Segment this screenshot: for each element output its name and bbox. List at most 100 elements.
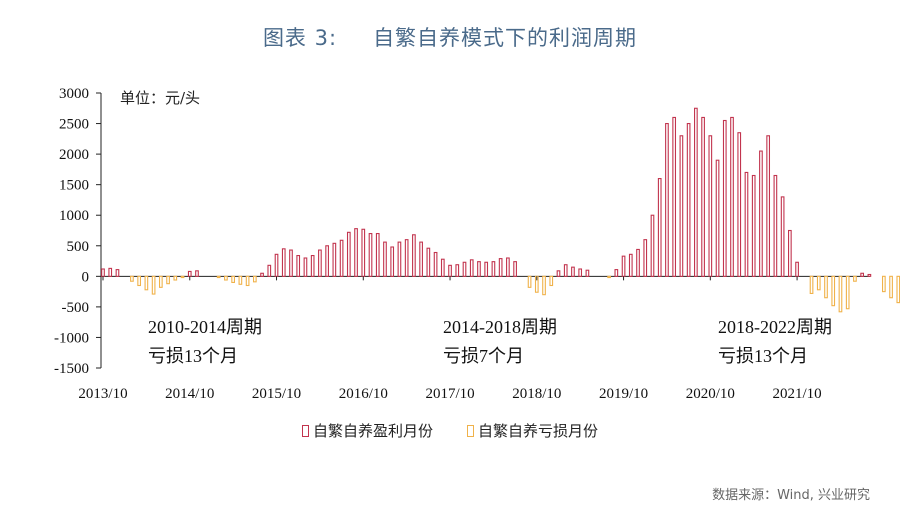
legend-item-loss: 自繁自养亏损月份 bbox=[467, 420, 598, 441]
x-tick-label: 2018/10 bbox=[512, 386, 561, 402]
bar-loss bbox=[831, 275, 836, 307]
annotation-loss-months: 亏损7个月 bbox=[443, 346, 524, 366]
x-tick-label: 2020/10 bbox=[686, 386, 735, 402]
bar-loss bbox=[607, 275, 611, 279]
bar-profit bbox=[621, 255, 626, 277]
chart-title-text: 自繁自养模式下的利润周期 bbox=[373, 26, 638, 50]
bar-profit bbox=[665, 123, 669, 277]
bar-loss bbox=[809, 275, 814, 294]
legend-swatch-loss bbox=[467, 424, 474, 437]
bar-profit bbox=[310, 255, 315, 277]
bar-profit bbox=[361, 228, 366, 277]
y-tick-label: -1000 bbox=[54, 330, 89, 346]
bar-profit bbox=[419, 241, 423, 277]
bar-profit bbox=[368, 233, 373, 277]
bar-profit bbox=[730, 116, 734, 277]
bar-profit bbox=[281, 248, 286, 277]
bar-profit bbox=[404, 239, 409, 277]
bar-profit bbox=[672, 116, 677, 277]
y-tick-label: 2500 bbox=[59, 117, 89, 133]
y-tick-label: -1500 bbox=[54, 361, 89, 377]
bar-profit bbox=[462, 261, 467, 277]
bar-profit bbox=[325, 245, 329, 277]
bar-profit bbox=[318, 249, 322, 277]
bar-profit bbox=[860, 272, 864, 277]
bar-profit bbox=[440, 258, 445, 277]
bar-profit bbox=[614, 269, 619, 277]
bar-profit bbox=[491, 261, 496, 277]
bar-profit bbox=[187, 270, 192, 277]
bar-profit bbox=[448, 264, 452, 277]
bar-loss bbox=[166, 275, 170, 285]
bar-profit bbox=[267, 264, 272, 277]
bar-profit bbox=[694, 107, 698, 277]
annotation-loss-months: 亏损13个月 bbox=[148, 346, 238, 366]
y-tick-label: 3000 bbox=[59, 86, 89, 102]
bar-profit bbox=[506, 257, 510, 277]
bar-loss bbox=[231, 275, 235, 283]
bar-profit bbox=[780, 196, 785, 277]
chart-title-label: 图表 3: bbox=[262, 26, 338, 50]
bar-profit bbox=[686, 123, 691, 277]
bar-profit bbox=[650, 214, 655, 277]
bar-profit bbox=[628, 253, 633, 277]
y-tick-label: 0 bbox=[82, 269, 90, 285]
bar-profit bbox=[274, 253, 279, 277]
bar-loss bbox=[245, 275, 250, 287]
bar-loss bbox=[881, 275, 886, 293]
bar-profit bbox=[795, 261, 799, 277]
bar-loss bbox=[889, 275, 893, 299]
bar-loss bbox=[527, 275, 532, 288]
bar-profit bbox=[787, 229, 792, 277]
bar-loss bbox=[158, 275, 163, 288]
bar-profit bbox=[708, 135, 713, 277]
bar-loss bbox=[180, 275, 185, 279]
bar-profit bbox=[296, 255, 301, 277]
bar-profit bbox=[744, 171, 749, 277]
bar-loss bbox=[824, 275, 828, 299]
bar-loss bbox=[845, 275, 850, 310]
bar-profit bbox=[513, 261, 517, 277]
bar-profit bbox=[563, 264, 568, 277]
bar-profit bbox=[867, 273, 872, 277]
legend-label-profit: 自繁自养盈利月份 bbox=[312, 422, 433, 440]
bar-loss bbox=[137, 275, 142, 287]
bar-profit bbox=[759, 150, 763, 277]
bar-loss bbox=[151, 275, 156, 295]
chart-title: 图表 3: 自繁自养模式下的利润周期 bbox=[0, 22, 900, 52]
bar-profit bbox=[715, 159, 720, 277]
annotation-loss-months: 亏损13个月 bbox=[718, 346, 808, 366]
data-source: 数据来源：Wind, 兴业研究 bbox=[712, 488, 870, 503]
bar-profit bbox=[636, 248, 640, 277]
bar-profit bbox=[643, 239, 648, 277]
bar-profit bbox=[484, 261, 489, 277]
bar-loss bbox=[216, 275, 221, 279]
bar-loss bbox=[853, 275, 857, 282]
bar-profit bbox=[303, 257, 308, 277]
bar-profit bbox=[346, 231, 351, 277]
y-tick-label: 2000 bbox=[59, 147, 89, 163]
y-tick-label: 500 bbox=[67, 239, 90, 255]
bar-profit bbox=[433, 251, 438, 277]
y-tick-label: 1000 bbox=[59, 208, 89, 224]
bar-profit bbox=[571, 266, 575, 277]
bar-profit bbox=[390, 246, 395, 277]
annotation-period: 2010-2014周期 bbox=[148, 317, 262, 337]
bar-profit bbox=[469, 259, 474, 277]
bar-profit bbox=[412, 234, 416, 277]
legend-item-profit: 自繁自养盈利月份 bbox=[301, 420, 433, 441]
bar-profit bbox=[260, 272, 264, 277]
chart-plot: 3000 2500 2000 1500 1000 500 0 -500 -1000 -1500 单位… bbox=[54, 86, 900, 402]
x-tick-label: 2021/10 bbox=[772, 386, 821, 402]
unit-label: 单位：元/头 bbox=[120, 89, 200, 107]
bar-loss bbox=[238, 275, 243, 285]
bar-profit bbox=[578, 268, 583, 277]
y-tick-label: 1500 bbox=[59, 178, 89, 194]
bar-profit bbox=[397, 241, 402, 277]
bar-profit bbox=[556, 270, 561, 277]
bar-loss bbox=[896, 275, 900, 304]
bar-profit bbox=[701, 116, 705, 277]
bar-profit bbox=[339, 239, 344, 277]
bar-profit bbox=[498, 258, 503, 277]
x-tick-label: 2016/10 bbox=[339, 386, 388, 402]
